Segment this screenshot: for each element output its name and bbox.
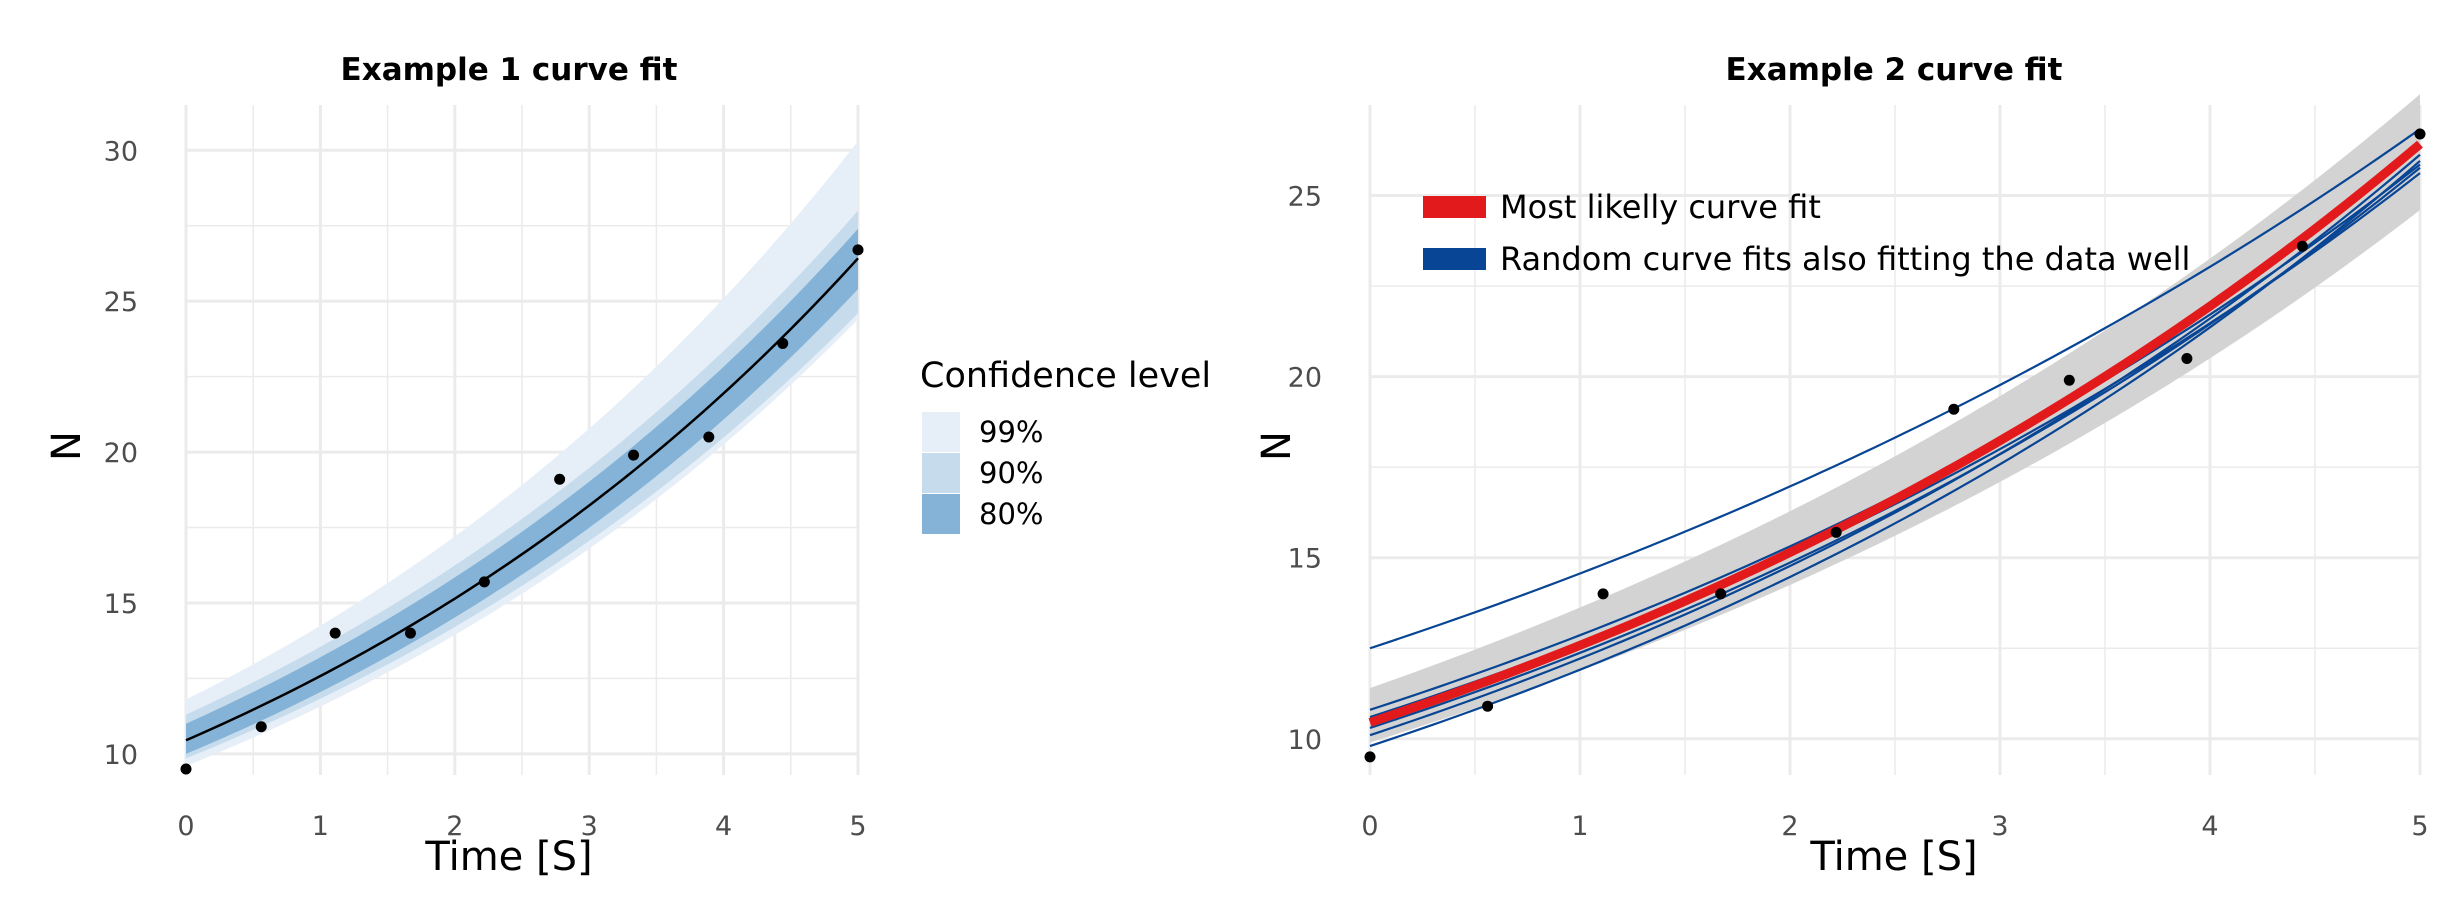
confidence-band xyxy=(1370,94,2420,743)
data-point xyxy=(1715,588,1727,600)
legend-label-random-fits: Random curve fits also fitting the data … xyxy=(1500,240,2190,278)
legend-swatch-90 xyxy=(922,453,960,493)
data-point xyxy=(852,244,864,256)
legend-swatch-99 xyxy=(922,412,960,452)
legend-title: Confidence level xyxy=(920,356,1211,396)
data-point xyxy=(180,763,192,775)
best-fit-curve-group xyxy=(1368,140,2423,727)
x-tick-label: 2 xyxy=(446,811,463,842)
legend-label-80: 80% xyxy=(979,497,1043,531)
chart-title: Example 1 curve fit xyxy=(341,52,678,88)
data-point xyxy=(1364,751,1376,763)
legend-label-best-fit: Most likelly curve fit xyxy=(1500,188,1821,226)
x-tick-label: 4 xyxy=(715,811,732,842)
data-point xyxy=(255,721,267,733)
y-tick-label: 10 xyxy=(104,740,138,771)
random-fit-curve xyxy=(1369,128,2421,650)
x-tick-label: 0 xyxy=(1361,811,1378,842)
x-tick-label: 5 xyxy=(2411,811,2428,842)
x-tick-label: 3 xyxy=(1991,811,2008,842)
y-tick-label: 20 xyxy=(104,438,138,469)
data-point xyxy=(628,449,640,461)
panel-example-2: Example 2 curve fit 0 1 2 3 4 5 10 15 20 25 Time… xyxy=(1254,52,2429,880)
x-tick-label: 5 xyxy=(849,811,866,842)
y-axis-label: N xyxy=(1254,431,1300,461)
data-point xyxy=(1482,700,1494,712)
x-axis-label: Time [S] xyxy=(1809,834,1977,880)
fit-curve xyxy=(185,257,859,742)
confidence-band xyxy=(1370,94,2420,743)
x-tick-label: 0 xyxy=(177,811,194,842)
x-tick-labels: 0 1 2 3 4 5 xyxy=(177,811,866,842)
y-tick-label: 30 xyxy=(104,136,138,167)
data-point xyxy=(329,627,341,639)
x-tick-labels: 0 1 2 3 4 5 xyxy=(1361,811,2428,842)
y-tick-label: 25 xyxy=(104,287,138,318)
confidence-band-99 xyxy=(186,141,858,766)
data-point xyxy=(1597,588,1609,600)
data-point xyxy=(478,576,490,588)
y-tick-labels: 10 15 20 25 30 xyxy=(104,136,138,771)
data-point xyxy=(1948,403,1960,415)
x-tick-label: 4 xyxy=(2201,811,2218,842)
x-tick-label: 1 xyxy=(1571,811,1588,842)
y-tick-label: 20 xyxy=(1288,363,1322,394)
chart-title: Example 2 curve fit xyxy=(1726,52,2063,88)
legend-swatch-best-fit xyxy=(1423,196,1486,218)
legend: Most likelly curve fit Random curve fits… xyxy=(1423,188,2190,278)
y-tick-label: 10 xyxy=(1288,725,1322,756)
data-point xyxy=(2063,374,2075,386)
legend: Confidence level 99% 90% 80% xyxy=(920,356,1211,534)
data-point xyxy=(1830,526,1842,538)
x-tick-label: 1 xyxy=(312,811,329,842)
y-axis-label: N xyxy=(44,431,90,461)
confidence-bands xyxy=(186,141,858,766)
y-tick-labels: 10 15 20 25 xyxy=(1288,182,1322,756)
y-tick-label: 15 xyxy=(104,589,138,620)
best-fit-curve xyxy=(1368,140,2423,727)
fit-curve-group xyxy=(185,257,859,742)
data-point xyxy=(2181,353,2193,365)
data-point xyxy=(2296,240,2308,252)
y-tick-label: 15 xyxy=(1288,544,1322,575)
legend-swatch-random-fits xyxy=(1423,248,1486,270)
legend-label-90: 90% xyxy=(979,456,1043,490)
x-tick-label: 2 xyxy=(1781,811,1798,842)
data-point xyxy=(404,627,416,639)
panel-example-1: Example 1 curve fit 0 1 2 3 4 5 10 15 20 25 30 Ti… xyxy=(44,52,1211,880)
random-fit-curve xyxy=(1369,160,2421,748)
x-axis-label: Time [S] xyxy=(424,834,592,880)
legend-label-99: 99% xyxy=(979,415,1043,449)
data-point xyxy=(2414,128,2426,140)
data-point xyxy=(777,337,789,349)
data-points xyxy=(1364,128,2426,763)
y-tick-label: 25 xyxy=(1288,182,1322,213)
x-tick-label: 3 xyxy=(581,811,598,842)
data-points xyxy=(180,244,864,775)
legend-swatch-80 xyxy=(922,494,960,534)
data-point xyxy=(703,431,715,443)
confidence-band-80 xyxy=(186,228,858,754)
random-fit-curve xyxy=(1369,153,2421,737)
data-point xyxy=(554,473,566,485)
